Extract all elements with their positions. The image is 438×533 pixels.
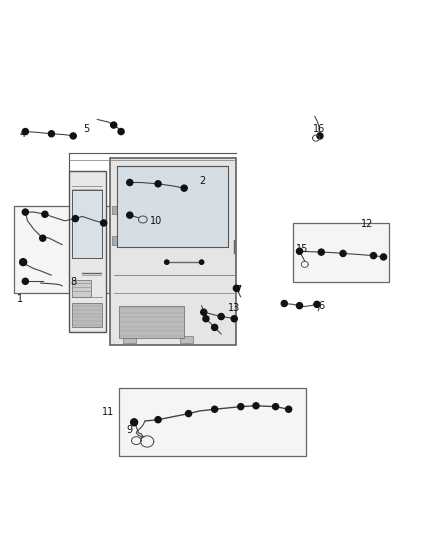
Text: 7: 7 (236, 286, 242, 295)
FancyBboxPatch shape (69, 171, 106, 332)
Text: 16: 16 (313, 124, 325, 134)
Bar (180, 336, 193, 343)
Circle shape (286, 406, 292, 413)
Circle shape (318, 249, 324, 255)
Text: 12: 12 (361, 219, 373, 229)
Text: 5: 5 (83, 124, 89, 134)
Circle shape (127, 212, 133, 218)
Bar (117, 166, 228, 247)
Circle shape (20, 259, 27, 265)
Bar (72, 190, 102, 258)
Circle shape (181, 185, 187, 191)
FancyBboxPatch shape (110, 158, 237, 345)
Bar (293, 223, 389, 282)
Circle shape (212, 325, 218, 330)
Circle shape (118, 128, 124, 135)
Circle shape (272, 403, 279, 410)
Text: 1: 1 (17, 294, 23, 304)
Bar (125, 175, 197, 225)
Text: 9: 9 (127, 425, 133, 435)
Bar (72, 303, 102, 327)
Circle shape (22, 128, 28, 135)
Circle shape (155, 181, 161, 187)
Circle shape (42, 211, 48, 217)
Text: 15: 15 (296, 244, 308, 254)
Bar (119, 389, 306, 456)
Circle shape (155, 417, 161, 423)
Text: 6: 6 (318, 301, 325, 311)
Bar (112, 236, 117, 245)
Circle shape (297, 303, 303, 309)
Text: 11: 11 (102, 407, 114, 417)
Circle shape (201, 309, 207, 315)
Circle shape (72, 215, 78, 222)
Text: 10: 10 (150, 216, 162, 226)
Bar (14, 206, 110, 293)
Circle shape (40, 235, 46, 241)
Circle shape (212, 406, 218, 413)
Circle shape (185, 410, 191, 417)
Circle shape (340, 251, 346, 256)
Circle shape (231, 316, 237, 322)
Text: 13: 13 (228, 303, 240, 313)
Bar (123, 336, 136, 343)
Circle shape (165, 260, 169, 264)
Circle shape (199, 260, 204, 264)
Circle shape (297, 248, 303, 254)
Circle shape (203, 316, 209, 322)
Circle shape (131, 419, 138, 426)
Circle shape (317, 133, 323, 139)
Circle shape (101, 220, 107, 226)
Circle shape (281, 301, 287, 306)
Circle shape (314, 301, 320, 308)
Circle shape (111, 122, 117, 128)
Bar (72, 280, 91, 297)
Circle shape (381, 254, 387, 260)
Circle shape (22, 209, 28, 215)
Circle shape (218, 313, 224, 320)
Circle shape (127, 180, 133, 185)
Text: 8: 8 (70, 277, 76, 287)
Circle shape (70, 133, 76, 139)
Circle shape (22, 278, 28, 284)
Circle shape (371, 253, 377, 259)
Circle shape (233, 285, 240, 292)
Text: 4: 4 (19, 129, 25, 139)
Circle shape (48, 131, 54, 137)
Circle shape (253, 403, 259, 409)
Text: 2: 2 (199, 176, 205, 186)
Circle shape (238, 403, 244, 410)
Bar (119, 305, 184, 338)
Bar (112, 206, 117, 214)
